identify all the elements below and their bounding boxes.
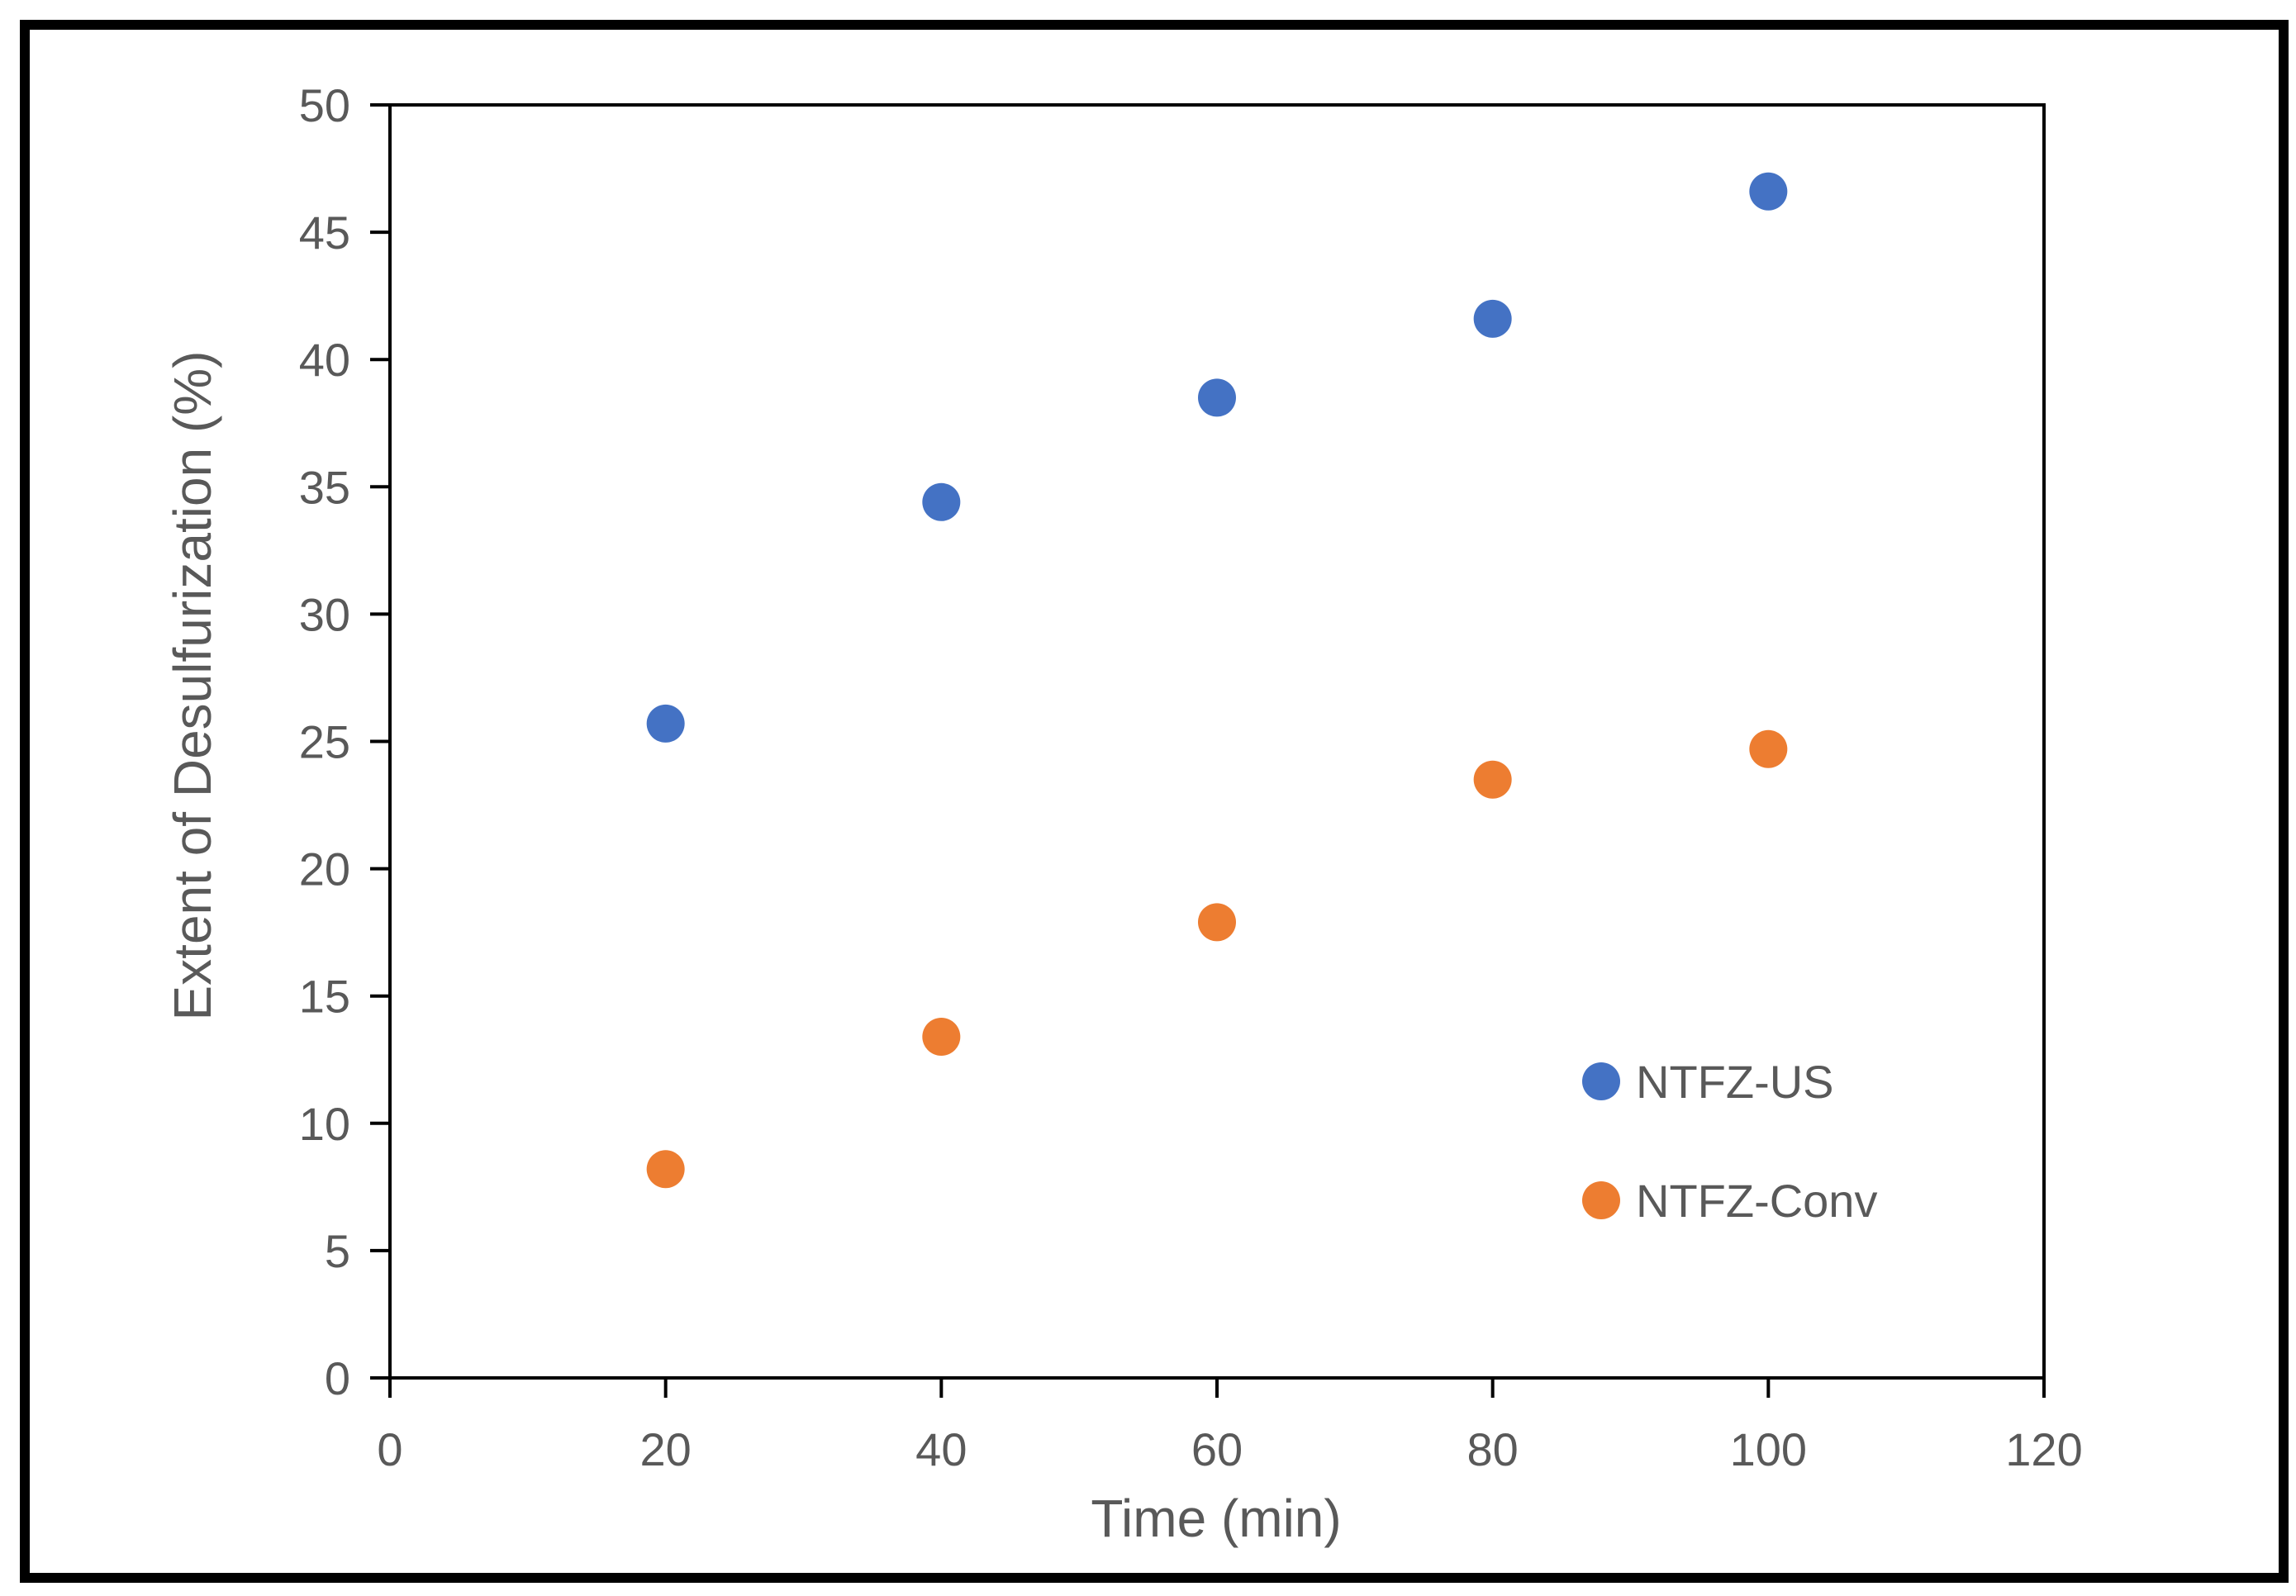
legend-label-ntfz-us: NTFZ-US	[1636, 1056, 1834, 1108]
x-tick-label: 60	[1191, 1423, 1243, 1475]
y-tick-label: 40	[299, 334, 350, 386]
y-tick-label: 0	[325, 1352, 350, 1404]
data-point-ntfz-conv	[646, 1150, 685, 1189]
y-axis-ticks: 0 5 10 15 20 25 30 35 40 45 50	[299, 79, 390, 1404]
x-tick-label: 20	[640, 1423, 692, 1475]
x-tick-label: 40	[915, 1423, 967, 1475]
data-point-ntfz-us	[1198, 378, 1236, 417]
data-point-ntfz-us	[1749, 172, 1788, 211]
y-tick-label: 10	[299, 1098, 350, 1150]
data-point-ntfz-us	[1473, 299, 1512, 338]
legend-marker-ntfz-us	[1582, 1062, 1620, 1100]
x-tick-label: 120	[2005, 1423, 2082, 1475]
data-point-ntfz-us	[646, 704, 685, 743]
y-tick-label: 15	[299, 971, 350, 1023]
data-point-ntfz-conv	[1473, 760, 1512, 799]
y-tick-label: 30	[299, 588, 350, 640]
y-axis-title: Extent of Desulfurization (%)	[163, 351, 222, 1021]
y-tick-label: 25	[299, 716, 350, 768]
data-point-ntfz-conv	[922, 1018, 961, 1057]
y-tick-label: 35	[299, 461, 350, 513]
data-points	[646, 172, 1788, 1189]
y-tick-label: 45	[299, 207, 350, 259]
data-point-ntfz-conv	[1198, 903, 1236, 942]
legend-label-ntfz-conv: NTFZ-Conv	[1636, 1175, 1877, 1227]
legend: NTFZ-US NTFZ-Conv	[1582, 1056, 1877, 1227]
y-tick-label: 20	[299, 843, 350, 895]
legend-marker-ntfz-conv	[1582, 1181, 1620, 1219]
y-tick-label: 5	[325, 1225, 350, 1277]
x-axis-title: Time (min)	[1091, 1489, 1341, 1548]
x-axis-ticks: 0 20 40 60 80 100 120	[377, 1378, 2083, 1475]
data-point-ntfz-us	[922, 482, 961, 521]
data-point-ntfz-conv	[1749, 729, 1788, 768]
x-tick-label: 80	[1467, 1423, 1519, 1475]
x-tick-label: 100	[1730, 1423, 1807, 1475]
chart-frame	[20, 20, 2289, 1583]
x-tick-label: 0	[377, 1423, 402, 1475]
y-tick-label: 50	[299, 79, 350, 131]
